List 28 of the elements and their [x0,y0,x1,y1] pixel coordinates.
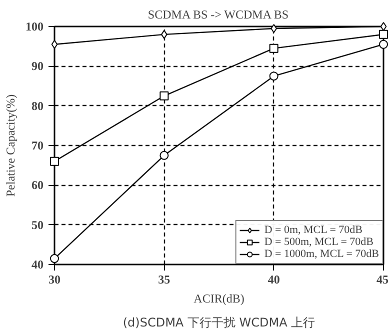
y-tick-label: 60 [32,178,44,192]
legend-label: D = 1000m, MCL = 70dB [264,248,379,260]
point [379,30,388,39]
point [160,91,169,100]
y-tick-label: 70 [32,138,44,152]
point [160,150,169,160]
point [51,40,58,49]
y-tick-label: 50 [32,218,44,232]
y-tick-label: 80 [32,98,44,113]
point [50,156,59,166]
legend-label: D = 500m, MCL = 70dB [264,236,374,248]
point [50,254,59,264]
legend-label: D = 0m, MCL = 70dB [264,224,362,236]
point [380,22,387,31]
x-axis-title: ACIR(dB) [194,292,244,306]
y-tick-label: 100 [26,20,44,34]
point [269,72,278,81]
chart-title: SCDMA BS -> WCDMA BS [148,8,289,22]
x-tick-label: 30 [48,272,60,286]
y-tick-label: 40 [32,258,44,272]
text: (d)SCDMA 下行干扰 WCDMA 上行 [122,316,316,330]
y-tick-label: 90 [32,59,44,74]
point [379,40,388,49]
y-axis-title: Pelative Capacity(%) [4,94,18,197]
point [269,44,278,53]
x-tick-label: 35 [158,272,170,286]
x-tick-label: 40 [268,272,280,286]
x-tick-label: 45 [376,272,388,286]
